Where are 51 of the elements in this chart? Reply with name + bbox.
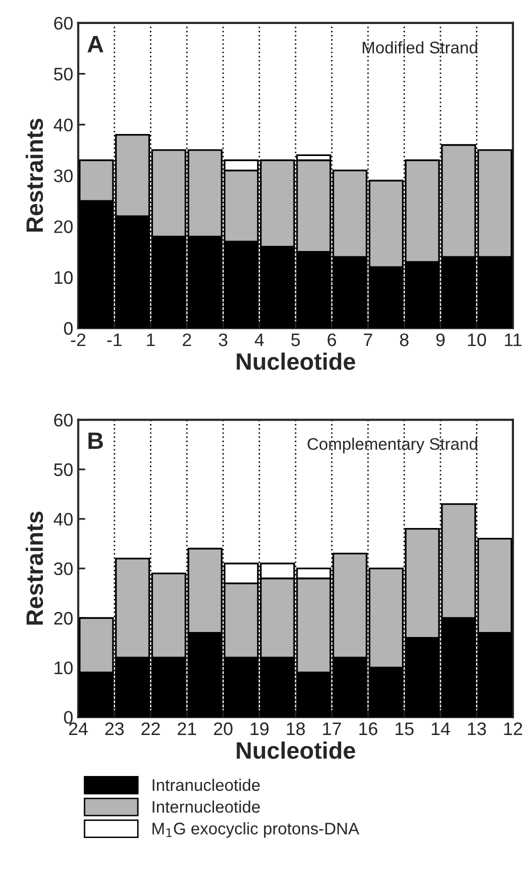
x-tick-label: 7 xyxy=(364,334,372,346)
x-tick-label: -2 xyxy=(71,333,86,346)
x-tick-label: 5 xyxy=(291,334,300,346)
annotation: B xyxy=(88,432,103,449)
y-axis-title: Restraints xyxy=(26,118,44,232)
x-tick-label: 12 xyxy=(504,722,522,736)
x-tick-label: 3 xyxy=(218,333,228,346)
y-axis-title: Restraints xyxy=(26,512,44,625)
legend-label: M$_{1}$G exocyclic protons-DNA xyxy=(152,822,360,838)
y-tick-label: 30 xyxy=(54,169,73,182)
y-tick-label: 10 xyxy=(54,271,73,284)
x-tick-label: 8 xyxy=(400,333,408,346)
x-tick-label: 19 xyxy=(250,722,269,736)
y-tick-label: 50 xyxy=(54,463,73,476)
y-tick-label: 60 xyxy=(54,414,73,427)
y-tick-label: 0 xyxy=(64,322,73,335)
x-tick-label: 21 xyxy=(178,722,196,736)
y-tick-label: 10 xyxy=(54,661,73,674)
x-tick-label: 16 xyxy=(359,722,378,736)
x-tick-label: 11 xyxy=(504,334,522,346)
y-tick-label: 60 xyxy=(54,16,73,30)
y-tick-label: 40 xyxy=(54,512,73,526)
x-tick-label: -1 xyxy=(107,334,122,346)
y-tick-label: 20 xyxy=(54,220,73,234)
x-tick-label: 9 xyxy=(436,333,445,346)
legend-label: Internucleotide xyxy=(152,800,260,813)
annotation: A xyxy=(88,36,104,52)
y-tick-label: 50 xyxy=(54,68,73,81)
x-tick-label: 23 xyxy=(105,722,124,736)
x-tick-label: 6 xyxy=(328,333,336,346)
x-tick-label: 17 xyxy=(323,722,341,736)
x-tick-label: 20 xyxy=(214,722,232,736)
x-tick-label: 10 xyxy=(468,333,486,346)
x-axis-title: Nucleotide xyxy=(236,742,356,759)
y-tick-label: 40 xyxy=(54,118,73,132)
x-tick-label: 18 xyxy=(286,722,305,736)
x-tick-label: 22 xyxy=(142,722,160,736)
x-axis-title: Nucleotide xyxy=(236,352,356,370)
x-tick-label: 1 xyxy=(147,334,155,346)
annotation: Modified Strand xyxy=(362,41,478,54)
y-tick-label: 0 xyxy=(64,711,73,724)
legend-label: Intranucleotide xyxy=(152,778,260,791)
annotation: Complementary Strand xyxy=(308,438,478,454)
x-tick-label: 13 xyxy=(468,722,486,736)
x-tick-label: 24 xyxy=(69,722,88,736)
y-tick-label: 30 xyxy=(54,562,73,576)
x-tick-label: 14 xyxy=(432,722,450,736)
x-tick-label: 4 xyxy=(254,334,264,346)
x-tick-label: 15 xyxy=(396,722,414,736)
y-tick-label: 20 xyxy=(54,612,73,625)
x-tick-label: 2 xyxy=(182,333,192,346)
